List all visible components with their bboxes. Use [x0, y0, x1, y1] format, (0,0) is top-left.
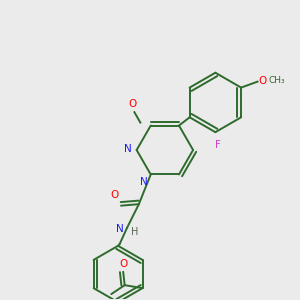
Text: N: N — [116, 224, 124, 234]
Text: N: N — [124, 143, 131, 154]
Text: CH₃: CH₃ — [269, 76, 285, 85]
Text: O: O — [258, 76, 267, 86]
Text: O: O — [129, 99, 137, 109]
Text: N: N — [140, 177, 148, 188]
Text: F: F — [215, 140, 221, 150]
Text: O: O — [119, 259, 127, 269]
Text: H: H — [131, 226, 139, 236]
Text: O: O — [110, 190, 118, 200]
